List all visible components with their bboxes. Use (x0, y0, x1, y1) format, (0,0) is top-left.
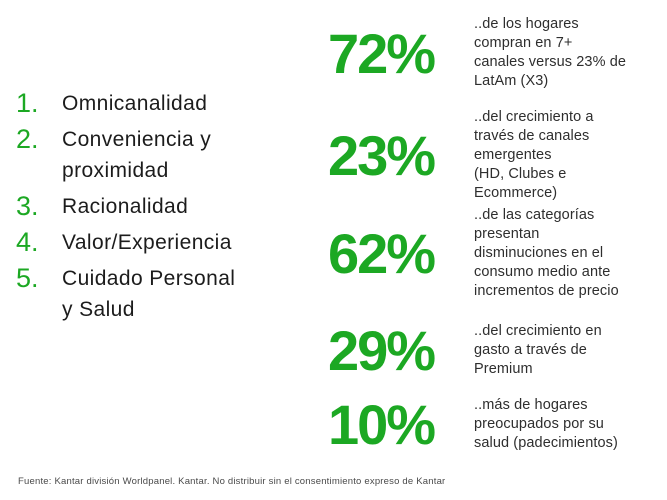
stat-row: 62% ..de las categorías presentan dismin… (328, 204, 664, 302)
stat-value: 72% (328, 21, 436, 85)
list-item: 5. Cuidado Personal y Salud (16, 263, 316, 325)
stat-description: ..de los hogares compran en 7+ canales v… (474, 16, 627, 89)
list-item: 1. Omnicanalidad (16, 88, 316, 119)
list-item-number: 2. (16, 124, 39, 154)
list-item-label: Cuidado Personal y Salud (62, 267, 236, 321)
list-item: 2. Conveniencia y proximidad (16, 124, 316, 186)
stat-row: 29% ..del crecimiento en gasto a través … (328, 318, 664, 383)
list-item-label: Racionalidad (62, 195, 189, 218)
list-item-number: 5. (16, 263, 39, 293)
list-item-label: Valor/Experiencia (62, 231, 232, 254)
stat-value: 23% (328, 123, 436, 187)
list-item-number: 3. (16, 191, 39, 221)
stat-description: ..más de hogares preocupados por su salu… (474, 397, 618, 451)
list-item: 4. Valor/Experiencia (16, 227, 316, 258)
source-footer: Fuente: Kantar división Worldpanel. Kant… (18, 476, 446, 487)
list-item: 3. Racionalidad (16, 191, 316, 222)
stat-value: 62% (328, 221, 436, 285)
stat-row: 23% ..del crecimiento a través de canale… (328, 106, 664, 204)
list-item-number: 1. (16, 88, 39, 118)
key-trends-list: 1. Omnicanalidad 2. Conveniencia y proxi… (16, 88, 316, 330)
list-item-number: 4. (16, 227, 39, 257)
list-item-label: Omnicanalidad (62, 92, 208, 115)
stat-description: ..del crecimiento a través de canales em… (474, 108, 594, 201)
stat-value: 29% (328, 319, 436, 382)
stat-row: 72% ..de los hogares compran en 7+ canal… (328, 12, 664, 94)
stat-value: 10% (328, 393, 436, 456)
list-item-label: Conveniencia y proximidad (62, 128, 212, 182)
stat-description: ..del crecimiento en gasto a través de P… (474, 323, 602, 377)
stat-description: ..de las categorías presentan disminucio… (474, 206, 619, 299)
stat-row: 10% ..más de hogares preocupados por su … (328, 392, 664, 457)
